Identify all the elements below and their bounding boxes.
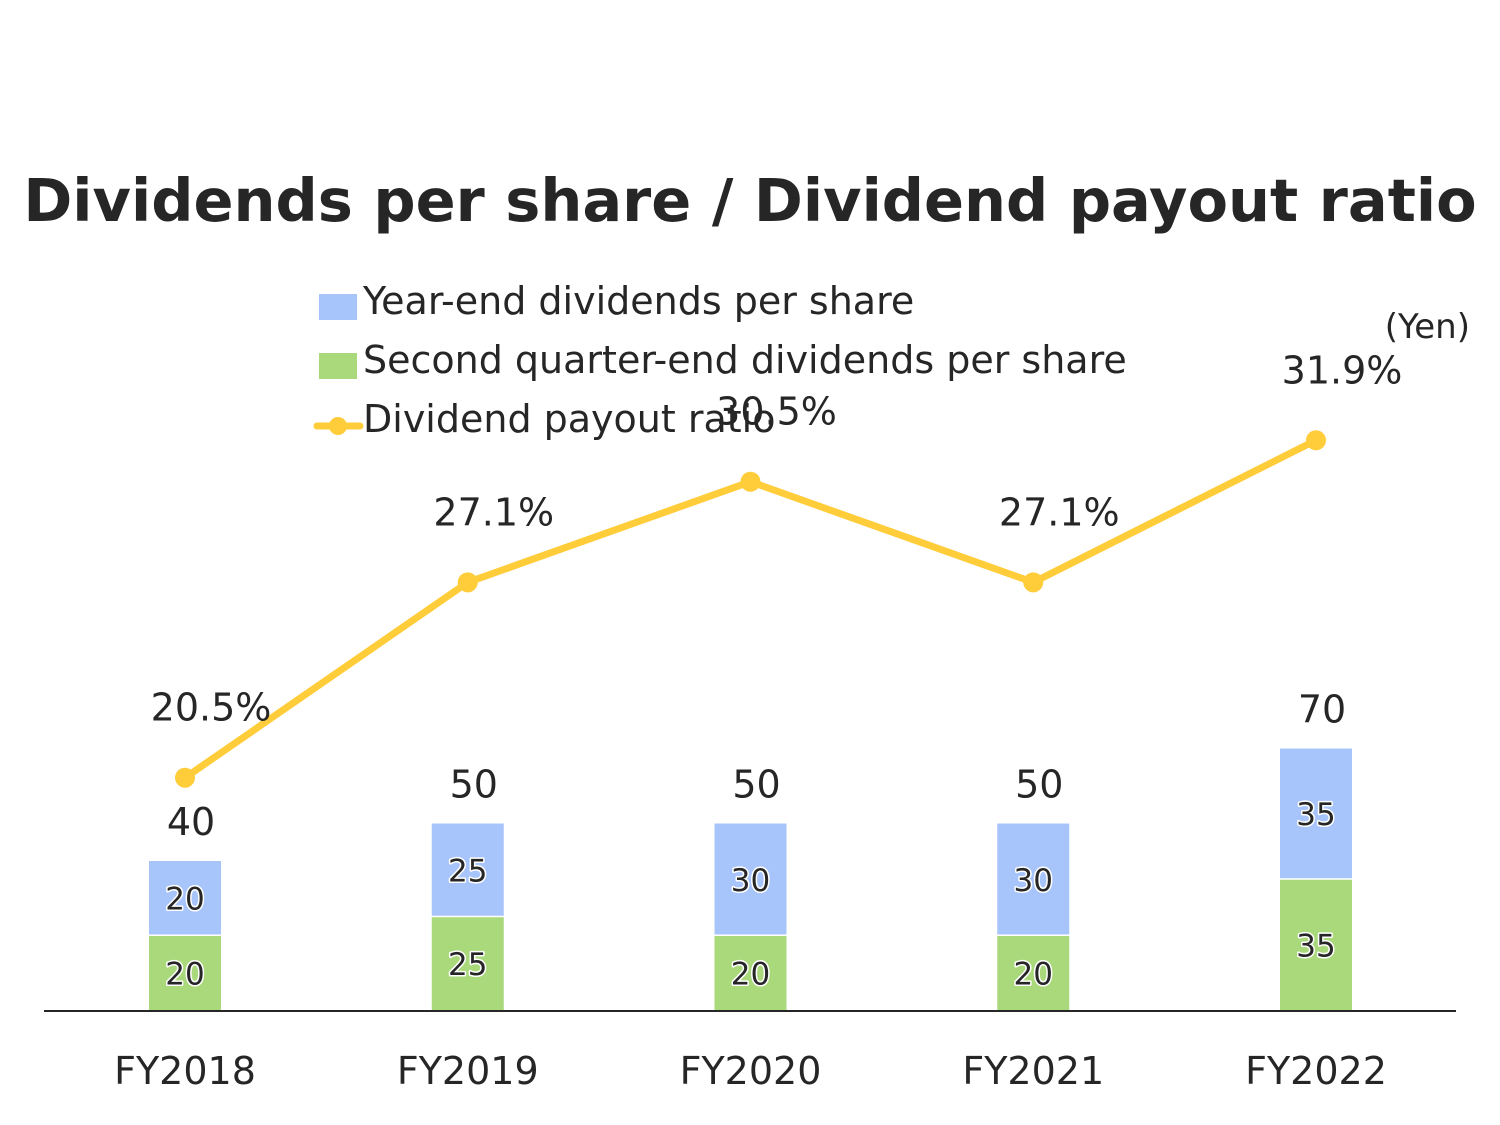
- data-label-total: 70: [1298, 688, 1346, 732]
- payout-ratio-point: [175, 767, 195, 788]
- data-label-year-end: 25: [448, 853, 487, 889]
- legend-label-payout: Dividend payout ratio: [363, 397, 775, 441]
- data-label-total: 50: [732, 763, 780, 807]
- data-label-total: 50: [1015, 763, 1063, 807]
- bar-year-end: [431, 823, 504, 916]
- bar-second-quarter: [1280, 879, 1352, 1011]
- payout-ratio-label: 31.9%: [1282, 348, 1403, 392]
- payout-ratio-label: 27.1%: [999, 490, 1120, 534]
- data-label-year-end: 30: [1014, 863, 1053, 899]
- payout-ratio-label: 20.5%: [151, 686, 272, 730]
- bar-year-end: [997, 823, 1070, 935]
- x-tick-label: FY2018: [114, 1049, 256, 1093]
- bar-year-end: [149, 861, 221, 935]
- labels-layer: 20 20 40 FY2018 25 25 50 FY2019 20 30 50 FY2020 20 30…: [114, 348, 1402, 1093]
- bar-second-quarter: [997, 936, 1070, 1011]
- data-label-total: 40: [167, 800, 215, 844]
- x-tick-label: FY2020: [680, 1049, 822, 1093]
- data-label-second-quarter: 20: [165, 957, 204, 993]
- legend-label-year-end: Year-end dividends per share: [362, 279, 914, 323]
- payout-ratio-point: [740, 471, 761, 492]
- legend: Year-end dividends per share Second quar…: [313, 279, 1127, 441]
- chart-title: Dividends per share / Dividend payout ra…: [23, 166, 1476, 235]
- data-label-second-quarter: 20: [731, 957, 770, 993]
- bar-second-quarter: [431, 917, 504, 1011]
- bar-second-quarter: [149, 936, 221, 1011]
- x-tick-label: FY2021: [962, 1049, 1104, 1093]
- bars-layer: [149, 748, 1352, 1011]
- data-label-second-quarter: 25: [448, 947, 487, 983]
- payout-ratio-label: 27.1%: [433, 490, 554, 534]
- payout-ratio-label: 30.5%: [716, 390, 837, 434]
- data-label-second-quarter: 35: [1296, 928, 1335, 964]
- x-tick-label: FY2019: [397, 1049, 539, 1093]
- payout-line-layer: [175, 430, 1326, 788]
- bar-year-end: [1280, 748, 1352, 879]
- payout-ratio-point: [1306, 430, 1326, 451]
- x-tick-label: FY2022: [1245, 1049, 1387, 1093]
- unit-label: (Yen): [1385, 307, 1470, 347]
- bar-year-end: [714, 823, 787, 935]
- payout-ratio-point: [1023, 572, 1044, 593]
- legend-label-second-quarter: Second quarter-end dividends per share: [363, 338, 1127, 382]
- legend-marker-payout: [329, 417, 347, 435]
- payout-ratio-point: [457, 572, 478, 593]
- data-label-year-end: 30: [731, 863, 770, 899]
- data-label-year-end: 20: [165, 882, 204, 918]
- legend-swatch-year-end: [319, 294, 357, 320]
- data-label-year-end: 35: [1296, 797, 1335, 833]
- legend-swatch-second-quarter: [319, 353, 357, 379]
- data-label-second-quarter: 20: [1014, 957, 1053, 993]
- bar-second-quarter: [714, 936, 787, 1011]
- data-label-total: 50: [450, 763, 498, 807]
